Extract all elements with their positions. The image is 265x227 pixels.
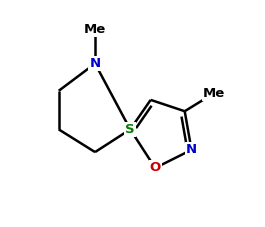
Text: N: N bbox=[186, 143, 197, 156]
Text: S: S bbox=[125, 123, 135, 136]
Text: Me: Me bbox=[84, 23, 106, 36]
Text: O: O bbox=[149, 161, 161, 175]
Text: Me: Me bbox=[203, 86, 225, 100]
Text: N: N bbox=[90, 57, 101, 70]
